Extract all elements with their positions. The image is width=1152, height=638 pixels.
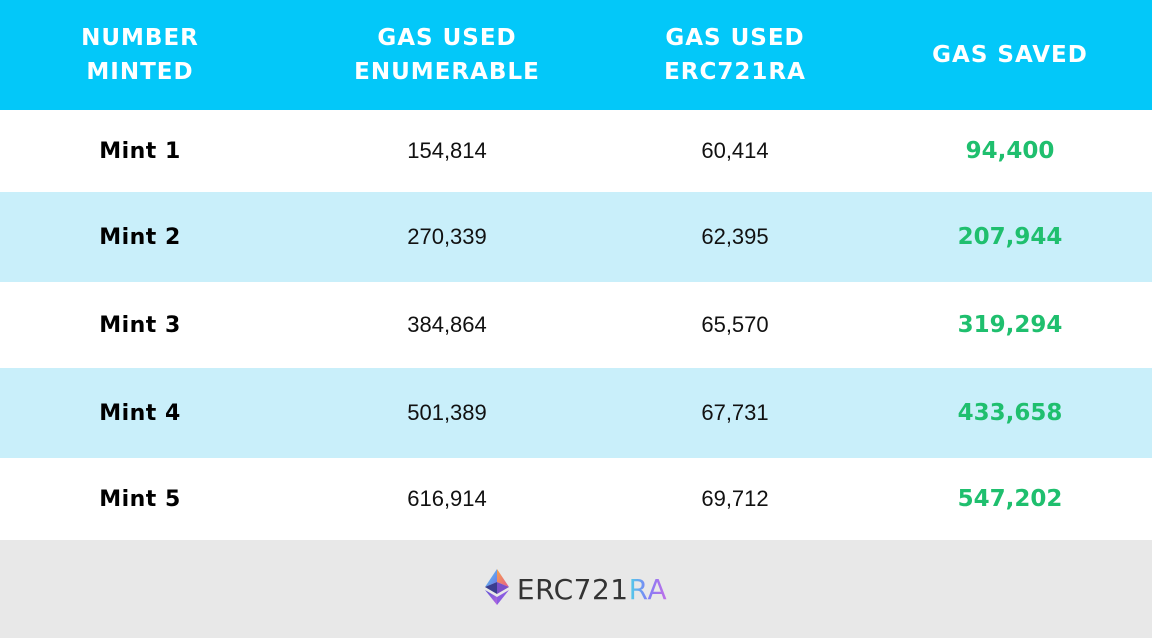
gas-saved-value: 547,202 bbox=[957, 486, 1063, 512]
gas-used-enumerable-value: 501,389 bbox=[407, 400, 487, 425]
gas-used-enumerable-value: 616,914 bbox=[407, 486, 487, 511]
row-label: Mint 4 bbox=[99, 400, 181, 426]
erc721ra-logo: ERC721RA bbox=[484, 569, 667, 609]
row-label: Mint 3 bbox=[99, 312, 181, 338]
table-row: Mint 2 270,339 62,395 207,944 bbox=[0, 192, 1152, 282]
gas-saved-value: 94,400 bbox=[965, 138, 1055, 164]
gas-used-erc721ra-value: 62,395 bbox=[701, 224, 769, 249]
header-gas-used-enumerable: GAS USED ENUMERABLE bbox=[354, 25, 540, 85]
logo-text-accent: RA bbox=[628, 572, 668, 606]
header-number-minted: NUMBER MINTED bbox=[81, 25, 199, 85]
table-row: Mint 1 154,814 60,414 94,400 bbox=[0, 110, 1152, 192]
footer-bar: ERC721RA bbox=[0, 540, 1152, 638]
gas-saved-value: 433,658 bbox=[957, 400, 1063, 426]
header-gas-used-erc721ra: GAS USED ERC721RA bbox=[664, 25, 806, 85]
gas-used-erc721ra-value: 60,414 bbox=[701, 138, 769, 163]
ethereum-diamond-icon bbox=[484, 569, 509, 609]
row-label: Mint 2 bbox=[99, 224, 181, 250]
table-row: Mint 5 616,914 69,712 547,202 bbox=[0, 458, 1152, 540]
gas-used-erc721ra-value: 65,570 bbox=[701, 312, 769, 337]
gas-used-erc721ra-value: 67,731 bbox=[701, 400, 769, 425]
gas-saved-value: 207,944 bbox=[957, 224, 1063, 250]
table-row: Mint 4 501,389 67,731 433,658 bbox=[0, 368, 1152, 458]
row-label: Mint 5 bbox=[99, 486, 181, 512]
table-row: Mint 3 384,864 65,570 319,294 bbox=[0, 282, 1152, 368]
logo-text-main: ERC721 bbox=[516, 572, 629, 606]
gas-saved-value: 319,294 bbox=[957, 312, 1063, 338]
table-header: NUMBER MINTED GAS USED ENUMERABLE GAS US… bbox=[0, 0, 1152, 110]
row-label: Mint 1 bbox=[99, 138, 181, 164]
gas-used-enumerable-value: 154,814 bbox=[407, 138, 487, 163]
header-gas-saved: GAS SAVED bbox=[932, 42, 1088, 68]
gas-used-enumerable-value: 270,339 bbox=[407, 224, 487, 249]
gas-used-erc721ra-value: 69,712 bbox=[701, 486, 769, 511]
gas-used-enumerable-value: 384,864 bbox=[407, 312, 487, 337]
logo-wordmark: ERC721RA bbox=[517, 573, 667, 606]
